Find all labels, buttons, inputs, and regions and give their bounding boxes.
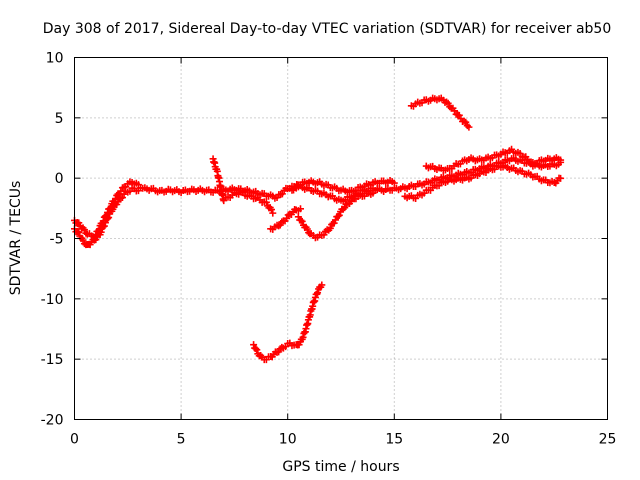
- y-tick-label: -10: [41, 292, 64, 308]
- series-dip-11: [294, 189, 377, 242]
- data-point: [114, 198, 122, 206]
- y-tick-label: -20: [41, 413, 64, 429]
- y-tick-label: -5: [50, 232, 64, 248]
- data-point: [331, 216, 339, 224]
- data-point: [104, 215, 112, 223]
- y-axis-label: SDTVAR / TECUs: [8, 181, 24, 296]
- data-point: [465, 123, 473, 131]
- data-point: [269, 209, 277, 217]
- data-point: [267, 206, 275, 214]
- x-tick-label: 10: [279, 432, 297, 448]
- data-point: [79, 236, 87, 244]
- axes: 0 5 10 15 20 25 -20 -15 -10 -5 0 5 10: [41, 51, 617, 448]
- data-point: [109, 205, 117, 213]
- series-high-arc: [407, 94, 473, 131]
- y-tick-label: -15: [41, 352, 64, 368]
- grid: [74, 57, 608, 420]
- series-tail-upper: [422, 145, 565, 174]
- data-point: [75, 228, 83, 236]
- x-tick-label: 0: [70, 432, 79, 448]
- x-tick-label: 15: [385, 432, 403, 448]
- series-layer: [71, 94, 565, 364]
- x-tick-label: 25: [599, 432, 617, 448]
- data-point: [253, 346, 261, 354]
- data-point: [557, 174, 565, 182]
- data-point: [334, 212, 342, 220]
- plot-frame: [74, 57, 608, 420]
- y-tick-label: 5: [55, 111, 64, 127]
- data-point: [298, 217, 306, 225]
- data-point: [80, 226, 88, 234]
- data-point: [296, 205, 304, 213]
- data-point: [118, 194, 126, 202]
- x-axis-label: GPS time / hours: [282, 459, 399, 475]
- data-point: [134, 187, 142, 195]
- data-point: [318, 281, 326, 289]
- data-point: [390, 179, 398, 187]
- data-point: [283, 215, 291, 223]
- data-point: [294, 213, 302, 221]
- series-dip-6-7: [209, 155, 277, 217]
- data-point: [92, 236, 100, 244]
- data-point: [75, 219, 83, 227]
- data-point: [369, 189, 377, 197]
- data-point: [101, 219, 109, 227]
- series-short-trace: [267, 205, 304, 233]
- data-point: [557, 156, 565, 164]
- chart-title: Day 308 of 2017, Sidereal Day-to-day VTE…: [43, 21, 612, 37]
- y-tick-label: 10: [46, 51, 64, 67]
- y-tick-label: 0: [55, 171, 64, 187]
- series-tail-lower: [401, 162, 565, 203]
- x-tick-label: 20: [492, 432, 510, 448]
- data-point: [330, 219, 338, 227]
- data-point: [105, 214, 113, 222]
- data-point: [335, 211, 343, 219]
- data-point: [100, 222, 108, 230]
- data-point: [250, 341, 258, 349]
- series-low-arc: [250, 281, 326, 364]
- series-upper-mid: [288, 177, 398, 196]
- data-point: [252, 345, 260, 353]
- data-point: [299, 333, 307, 341]
- data-point: [97, 228, 105, 236]
- data-point: [262, 198, 270, 206]
- data-point: [326, 224, 334, 232]
- data-point: [297, 216, 305, 224]
- data-point: [303, 225, 311, 233]
- data-point: [314, 289, 322, 297]
- x-tick-label: 5: [177, 432, 186, 448]
